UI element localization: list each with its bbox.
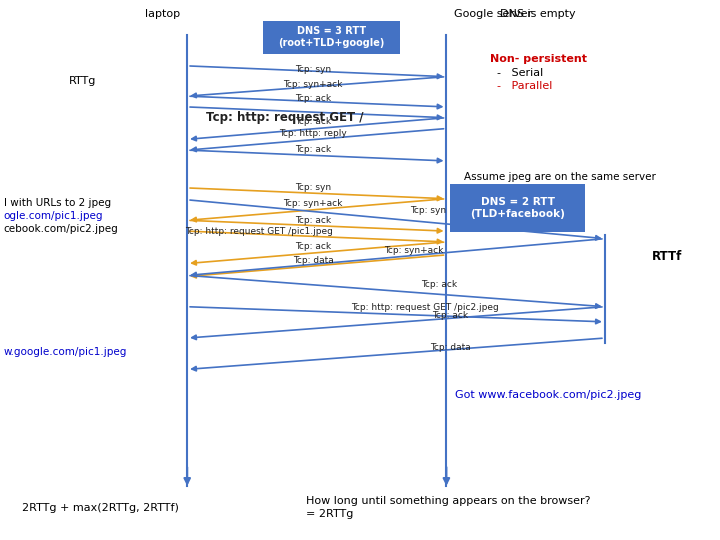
Text: Tcp: ack: Tcp: ack: [432, 310, 468, 320]
Text: Tcp: syn: Tcp: syn: [295, 183, 331, 192]
Text: Tcp: data: Tcp: data: [430, 342, 470, 352]
Text: Tcp: ack: Tcp: ack: [295, 216, 331, 225]
Text: DNS = 2 RTT
(TLD+facebook): DNS = 2 RTT (TLD+facebook): [470, 197, 565, 219]
Text: Tcp: http: request GET /pic2.jpeg: Tcp: http: request GET /pic2.jpeg: [351, 303, 499, 312]
FancyBboxPatch shape: [263, 21, 400, 54]
Text: Tcp: syn: Tcp: syn: [410, 206, 446, 215]
Text: Assume jpeg are on the same server: Assume jpeg are on the same server: [464, 172, 656, 182]
FancyBboxPatch shape: [450, 184, 585, 232]
Text: Tcp: ack: Tcp: ack: [295, 242, 331, 251]
Text: Tcp: syn+ack: Tcp: syn+ack: [284, 199, 343, 208]
Text: Tcp: http: reply: Tcp: http: reply: [279, 129, 347, 138]
Text: RTTf: RTTf: [652, 250, 682, 263]
Text: Tcp: ack: Tcp: ack: [295, 117, 331, 126]
Text: DNS is empty: DNS is empty: [500, 9, 576, 19]
Text: How long until something appears on the browser?: How long until something appears on the …: [306, 496, 590, 505]
Text: -   Parallel: - Parallel: [490, 82, 552, 91]
Text: Tcp: ack: Tcp: ack: [421, 280, 457, 289]
Text: cebook.com/pic2.jpeg: cebook.com/pic2.jpeg: [4, 224, 118, 234]
Text: Tcp: http: request GET /pic1.jpeg: Tcp: http: request GET /pic1.jpeg: [185, 227, 333, 236]
Text: Got www.facebook.com/pic2.jpeg: Got www.facebook.com/pic2.jpeg: [455, 390, 642, 400]
Text: Tcp: ack: Tcp: ack: [295, 145, 331, 154]
Text: w.google.com/pic1.jpeg: w.google.com/pic1.jpeg: [4, 347, 127, 357]
Text: Tcp: http: request GET /: Tcp: http: request GET /: [206, 111, 363, 124]
Text: Tcp: ack: Tcp: ack: [295, 93, 331, 103]
Text: Tcp: syn+ack: Tcp: syn+ack: [384, 246, 444, 255]
Text: DNS = 3 RTT
(root+TLD+google): DNS = 3 RTT (root+TLD+google): [278, 26, 384, 48]
Text: Google server: Google server: [454, 9, 532, 19]
Text: ogle.com/pic1.jpeg: ogle.com/pic1.jpeg: [4, 211, 103, 221]
Text: = 2RTTg: = 2RTTg: [306, 509, 354, 519]
Text: laptop: laptop: [145, 9, 180, 19]
Text: -   Serial: - Serial: [490, 68, 543, 78]
Text: 2RTTg + max(2RTTg, 2RTTf): 2RTTg + max(2RTTg, 2RTTf): [22, 503, 179, 512]
Text: Tcp: syn: Tcp: syn: [295, 65, 331, 74]
Text: l with URLs to 2 jpeg: l with URLs to 2 jpeg: [4, 198, 111, 208]
Text: Non- persistent: Non- persistent: [490, 55, 587, 64]
Text: Tcp: data: Tcp: data: [293, 255, 333, 265]
Text: RTTg: RTTg: [69, 76, 96, 86]
Text: Tcp: syn+ack: Tcp: syn+ack: [284, 79, 343, 89]
